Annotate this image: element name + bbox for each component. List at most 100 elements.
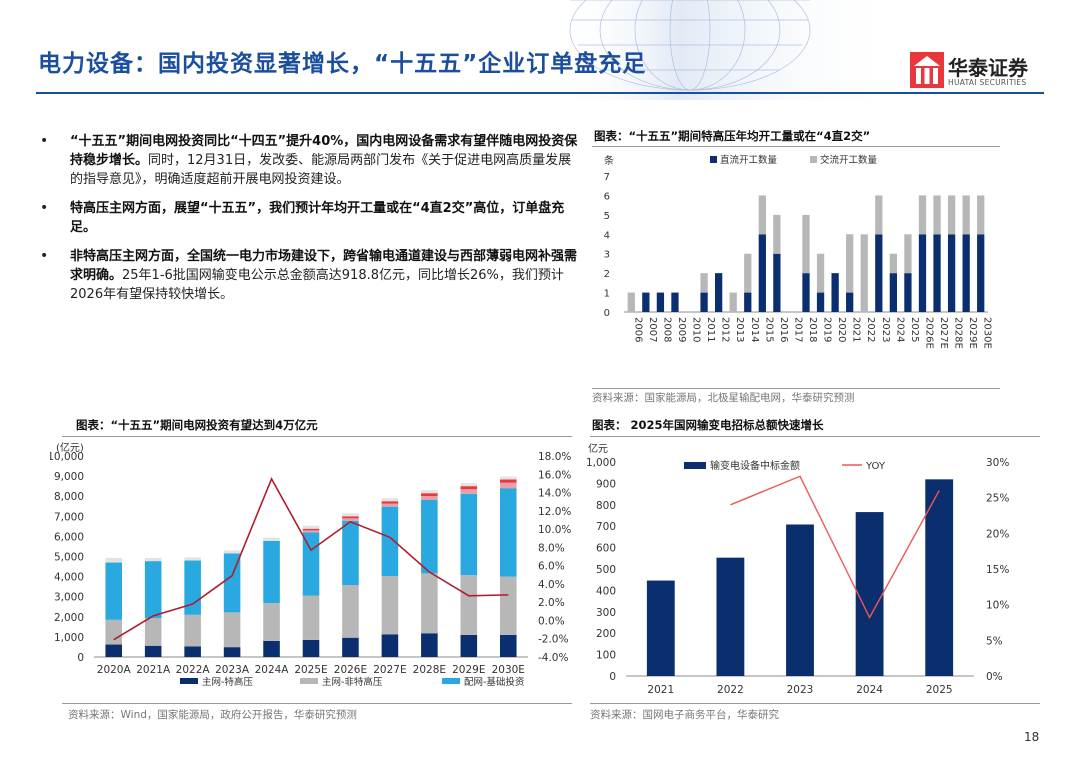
uhv-y-tick-label: 0	[604, 308, 610, 319]
invest-y2-tick-label: -2.0%	[538, 634, 568, 646]
invest-bar-distribution	[105, 562, 123, 620]
invest-chart: (亿元) 0 1,000 2,000 3,000 4,000 5,000 6,000 7,000…	[50, 441, 571, 688]
invest-bar-non-uhv	[263, 603, 280, 641]
invest-y2-tick-label: 12.0%	[538, 506, 571, 518]
uhv-x-tick-label: 2015	[763, 317, 774, 342]
invest-bar-uhv	[342, 637, 359, 657]
uhv-x-tick-label: 2011	[705, 317, 716, 342]
bid-source-rule	[590, 703, 1040, 704]
invest-y2-tick-label: 14.0%	[538, 488, 571, 500]
bullet-bold-text: 特高压主网方面，展望“十五五”，我们预计年均开工量或在“4直2交”高位，订单盘充…	[70, 201, 565, 235]
invest-x-tick-label: 2021A	[136, 664, 171, 676]
uhv-x-tick-label: 2023	[880, 317, 891, 342]
uhv-x-tick-label: 2029E	[967, 317, 978, 349]
header: 电力设备：国内投资显著增长，“十五五”企业订单盘充足 华泰证券 HUATAI S…	[0, 0, 1080, 100]
uhv-bar-ac	[802, 214, 810, 274]
bid-bar	[855, 512, 884, 676]
invest-bar-distribution	[223, 553, 241, 613]
invest-y-tick-label: 8,000	[54, 491, 84, 503]
uhv-x-tick-label: 2030E	[982, 317, 993, 349]
uhv-bar-dc	[715, 273, 723, 312]
uhv-bar-dc	[947, 234, 956, 312]
invest-y-tick-label: 9,000	[54, 471, 84, 483]
bid-yoy-line	[730, 475, 940, 620]
invest-growth-line	[113, 476, 509, 641]
invest-x-tick-label: 2025E	[294, 664, 327, 676]
uhv-bar-ac	[846, 234, 854, 293]
uhv-legend-swatch	[710, 156, 717, 163]
huatai-logo: 华泰证券 HUATAI SECURITIES	[910, 50, 1050, 90]
bullet-list: • “十五五”期间电网投资同比“十四五”提升40%，国内电网设备需求有望伴随电网…	[40, 132, 580, 314]
bid-figure-rule	[590, 436, 1040, 437]
invest-y-tick-label: 0	[77, 652, 84, 664]
bid-legend-label: YOY	[865, 461, 886, 472]
invest-bar-distribution	[263, 540, 280, 604]
uhv-x-tick-label: 2008	[661, 317, 672, 342]
invest-bar-segment-5	[342, 516, 359, 519]
bid-y2-tick-label: 15%	[986, 564, 1009, 576]
invest-bar-uhv	[263, 640, 280, 657]
bid-chart: 亿元 0 100 200 300 400 500 600 700 800 900 1,000 0% 5% 1…	[586, 442, 1009, 696]
invest-bar-segment-5	[460, 486, 478, 490]
uhv-x-tick-label: 2027E	[938, 317, 949, 349]
invest-bar-distribution	[381, 506, 399, 576]
invest-bar-segment-6	[342, 513, 359, 517]
bullet-bold-text: 非特高压主网方面，全国统一电力市场建设下，跨省输电通道建设与西部薄弱电网补强需求…	[70, 249, 578, 283]
invest-x-tick-label: 2023A	[215, 664, 250, 676]
uhv-bar-ac	[744, 253, 752, 293]
uhv-bar-ac	[875, 195, 883, 235]
uhv-legend-label: 交流开工数量	[820, 154, 878, 166]
uhv-bar-dc	[642, 292, 650, 312]
invest-bar-segment-4	[460, 489, 478, 494]
invest-bar-distribution	[302, 532, 320, 596]
invest-y2-tick-label: 8.0%	[538, 542, 565, 554]
invest-y-tick-label: 5,000	[54, 552, 84, 564]
invest-bar-segment-6	[302, 525, 320, 529]
bid-y2-tick-label: 0%	[986, 671, 1003, 683]
bid-x-tick-label: 2023	[787, 684, 814, 696]
invest-bar-non-uhv	[381, 575, 399, 635]
title-divider	[36, 92, 1044, 94]
invest-bar-uhv	[381, 634, 399, 657]
invest-x-tick-label: 2024A	[255, 664, 290, 676]
invest-y2-tick-label: 2.0%	[538, 597, 565, 609]
invest-bar-segment-6	[263, 537, 280, 541]
invest-x-tick-label: 2022A	[176, 664, 211, 676]
uhv-bar-dc	[904, 273, 912, 312]
invest-bar-segment-5	[421, 493, 438, 496]
bullet-item: • 非特高压主网方面，全国统一电力市场建设下，跨省输电通道建设与西部薄弱电网补强…	[40, 247, 580, 304]
invest-bar-uhv	[184, 646, 201, 657]
invest-bar-segment-4	[381, 503, 399, 507]
invest-x-tick-label: 2029E	[452, 664, 485, 676]
invest-bar-segment-6	[144, 557, 162, 562]
bid-x-tick-label: 2022	[717, 684, 744, 696]
bid-y-tick-label: 800	[596, 500, 616, 512]
uhv-x-tick-label: 2020	[836, 317, 847, 342]
logo-name: 华泰证券	[948, 56, 1028, 80]
uhv-bar-dc	[671, 292, 679, 312]
uhv-bar-dc	[889, 273, 897, 312]
uhv-y-tick-label: 4	[604, 230, 610, 241]
invest-bar-segment-6	[223, 550, 241, 554]
huatai-logo-icon	[910, 52, 944, 88]
uhv-x-tick-label: 2022	[865, 317, 876, 342]
invest-y-tick-label: 7,000	[54, 511, 84, 523]
invest-bar-non-uhv	[223, 612, 241, 648]
uhv-bar-dc	[977, 234, 985, 312]
uhv-bar-ac	[860, 234, 868, 312]
invest-bar-uhv	[421, 633, 438, 657]
uhv-figure-rule	[592, 146, 1000, 147]
bullet-dot: •	[40, 133, 49, 149]
uhv-x-tick-label: 2012	[720, 317, 731, 342]
uhv-bar-ac	[947, 195, 956, 235]
invest-y-tick-label: 6,000	[54, 531, 84, 543]
invest-legend-swatch	[180, 678, 198, 684]
uhv-y-tick-label: 2	[604, 269, 610, 280]
invest-bar-segment-6	[421, 490, 438, 494]
invest-legend-label: 主网-非特高压	[322, 676, 383, 688]
uhv-x-tick-label: 2010	[691, 317, 702, 342]
uhv-bar-dc	[744, 292, 752, 312]
bid-y2-tick-label: 30%	[986, 457, 1009, 469]
uhv-y-axis-label: 条	[604, 154, 614, 167]
uhv-bar-ac	[700, 273, 708, 293]
